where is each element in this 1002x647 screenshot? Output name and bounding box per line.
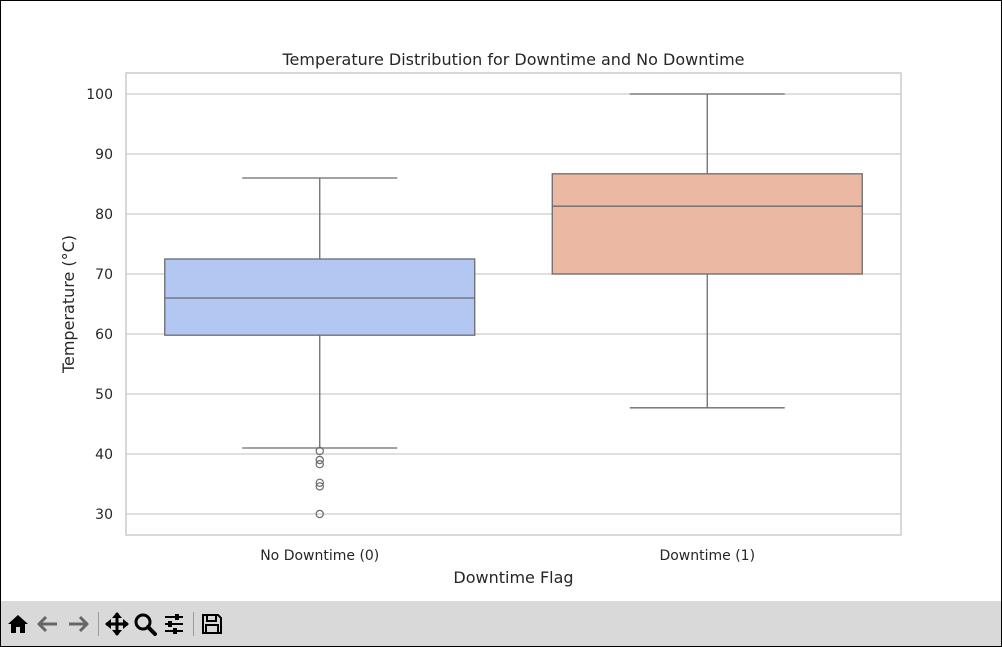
navigation-toolbar xyxy=(1,601,1001,646)
iqr-box xyxy=(551,173,863,275)
x-tick-label: Downtime (1) xyxy=(659,548,755,564)
toolbar-separator xyxy=(98,612,99,636)
home-icon xyxy=(8,615,28,633)
save-button[interactable] xyxy=(198,609,226,639)
save-icon xyxy=(202,614,222,634)
y-tick-label: 50 xyxy=(95,387,113,403)
figure-background xyxy=(1,1,1001,601)
y-tick-label: 30 xyxy=(95,507,113,523)
forward-icon xyxy=(69,615,89,633)
x-tick-label: No Downtime (0) xyxy=(260,548,379,564)
toolbar-separator xyxy=(193,612,194,636)
configure-subplots-button[interactable] xyxy=(160,609,188,639)
iqr-box xyxy=(164,258,476,336)
pan-button[interactable] xyxy=(103,609,131,639)
back-button[interactable] xyxy=(34,609,62,639)
y-tick-label: 100 xyxy=(86,87,113,103)
pan-icon xyxy=(105,612,129,636)
zoom-button[interactable] xyxy=(131,609,159,639)
outlier-point xyxy=(315,455,324,465)
back-icon xyxy=(37,615,57,633)
outlier-point xyxy=(315,446,324,456)
y-tick-label: 40 xyxy=(95,447,113,463)
outlier-point xyxy=(315,478,324,487)
y-axis-label: Temperature (°C) xyxy=(59,235,78,374)
outlier-point xyxy=(315,482,324,491)
configure-subplots-icon xyxy=(165,614,183,634)
outlier-point xyxy=(315,509,324,519)
outlier-point xyxy=(315,460,324,469)
plot-frame xyxy=(125,72,902,536)
y-tick-label: 80 xyxy=(95,207,113,223)
y-tick-label: 70 xyxy=(95,267,113,283)
chart: 30 40 50 60 70 80 90 100 No Downtime (0) Downtime… xyxy=(1,1,1001,601)
forward-button[interactable] xyxy=(64,609,92,639)
home-button[interactable] xyxy=(4,609,32,639)
y-tick-label: 90 xyxy=(95,147,113,163)
x-axis-label: Downtime Flag xyxy=(453,568,573,587)
zoom-icon xyxy=(134,613,157,636)
y-tick-label: 60 xyxy=(95,327,113,343)
chart-title: Temperature Distribution for Downtime an… xyxy=(281,50,744,69)
